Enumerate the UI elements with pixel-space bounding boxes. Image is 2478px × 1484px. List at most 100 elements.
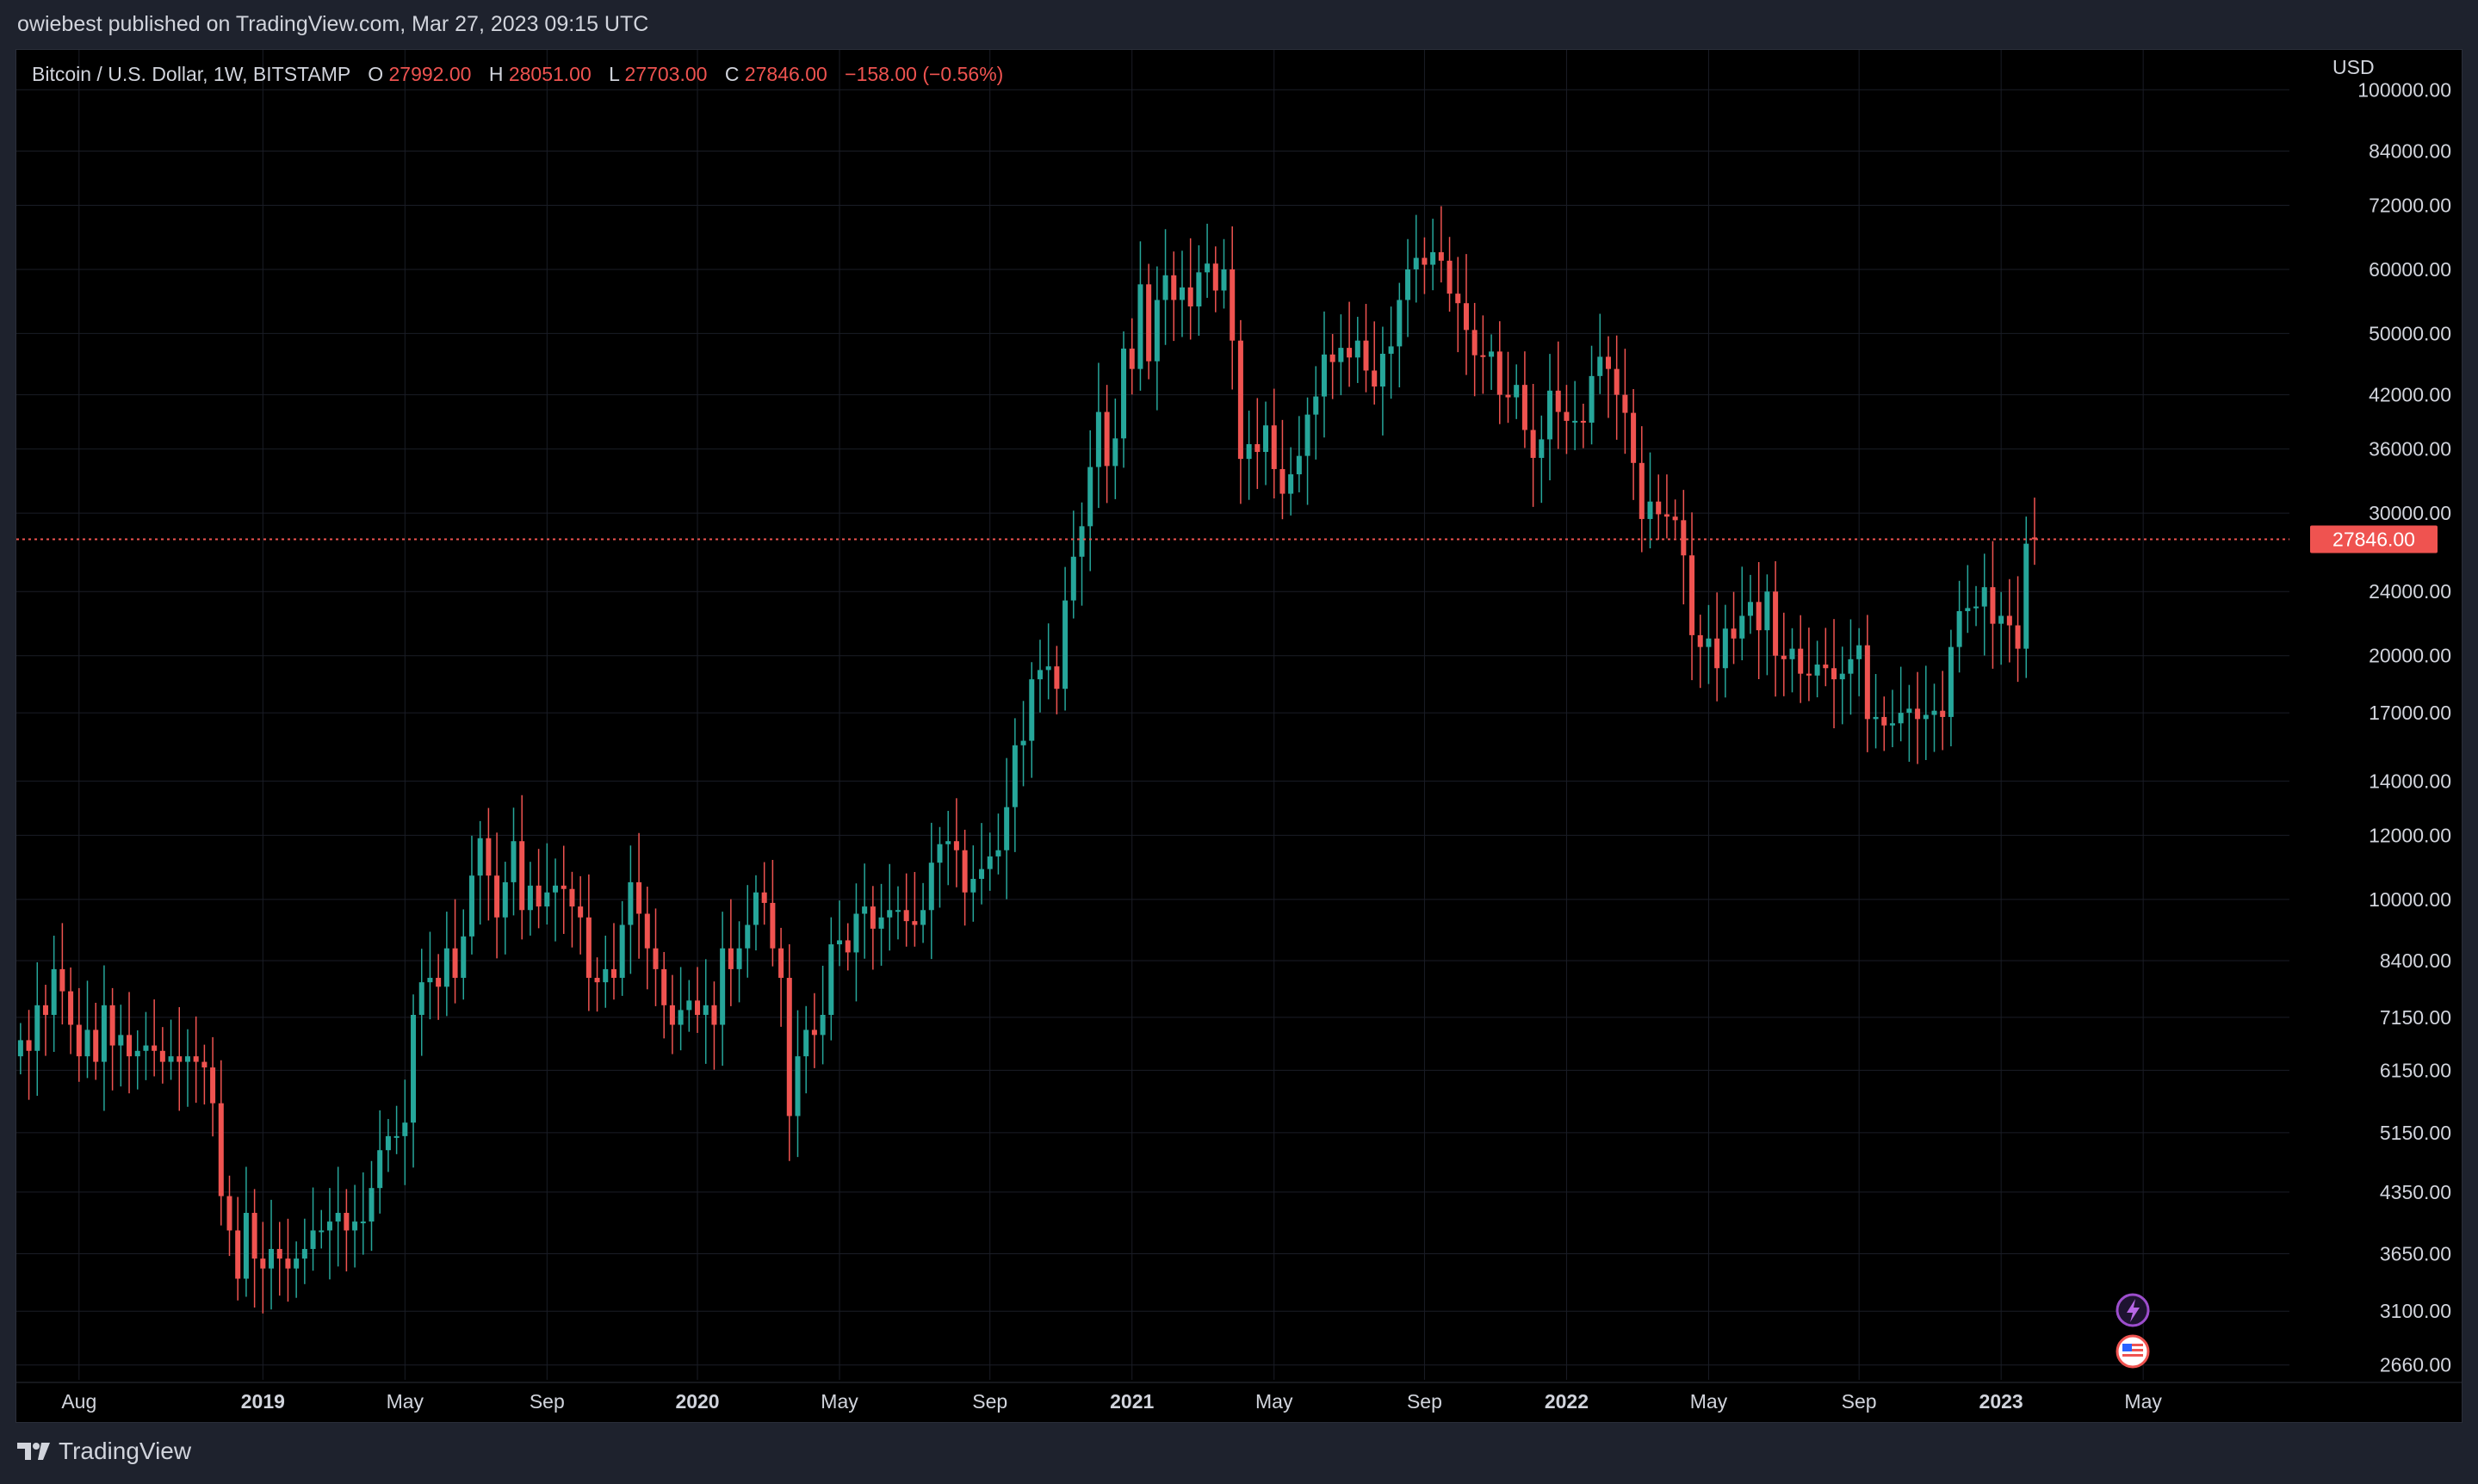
candle-body xyxy=(1171,275,1177,300)
candle xyxy=(1505,351,1511,424)
tradingview-brand[interactable]: TradingView xyxy=(17,1438,191,1465)
y-axis[interactable]: 100000.00 84000.00 72000.00 60000.00 50000.0… xyxy=(2357,78,2451,1376)
y-tick-label: 12000.00 xyxy=(2369,824,2451,846)
x-axis[interactable]: Aug 2019 May Sep 2020 May Sep 2021 May Sep 2022 May… xyxy=(16,1382,2462,1413)
chart-area[interactable]: 100000.00 84000.00 72000.00 60000.00 50000.0… xyxy=(15,49,2463,1423)
candle-body xyxy=(477,838,483,876)
candle xyxy=(1848,619,1854,715)
event-markers[interactable] xyxy=(2116,1293,2150,1369)
candle-body xyxy=(1906,708,1912,714)
candle-body xyxy=(1881,716,1887,726)
candle-body xyxy=(845,940,851,953)
candle-body xyxy=(260,1258,266,1269)
candle-body xyxy=(745,924,751,949)
candle-body xyxy=(903,910,909,922)
candle xyxy=(953,798,959,887)
candle xyxy=(109,987,115,1091)
open-label: O xyxy=(368,63,383,85)
candle-body xyxy=(1104,411,1110,467)
candle-body xyxy=(1898,713,1904,724)
candle xyxy=(1622,349,1628,454)
candle-body xyxy=(1321,354,1327,397)
candle xyxy=(1413,214,1419,303)
candle-body xyxy=(603,968,609,983)
candle xyxy=(1956,580,1962,673)
candle-body xyxy=(143,1045,149,1051)
candle xyxy=(853,883,859,1002)
candle-body xyxy=(1372,370,1378,387)
candle-body xyxy=(1054,666,1060,689)
candle xyxy=(1889,689,1895,748)
candle-body xyxy=(468,875,474,937)
candle-body xyxy=(820,1015,826,1036)
candle-body xyxy=(251,1213,257,1259)
x-tick-label: May xyxy=(821,1390,858,1413)
candle-body xyxy=(1781,655,1787,659)
footer-bar xyxy=(0,1423,2478,1484)
candle xyxy=(1095,362,1101,509)
x-tick-label: Sep xyxy=(1407,1390,1442,1413)
candle xyxy=(1580,403,1586,448)
candle-body xyxy=(1856,645,1862,659)
candle-body xyxy=(101,1005,107,1062)
candle-body xyxy=(385,1135,391,1151)
candle-body xyxy=(68,991,74,1025)
candle xyxy=(319,1209,325,1249)
candle xyxy=(1514,364,1520,419)
candle-body xyxy=(736,948,742,969)
candle-body xyxy=(335,1213,341,1222)
candlestick-chart[interactable]: 100000.00 84000.00 72000.00 60000.00 50000.0… xyxy=(16,50,2462,1422)
candle xyxy=(903,873,909,947)
candles xyxy=(17,206,2037,1314)
candle xyxy=(352,1184,358,1268)
candle-body xyxy=(201,1061,208,1068)
candle-body xyxy=(210,1067,216,1104)
candle xyxy=(159,1027,165,1084)
candle xyxy=(1379,326,1385,436)
candle-body xyxy=(84,1030,90,1057)
candle xyxy=(1714,592,1720,702)
candle-body xyxy=(42,1005,48,1016)
candle xyxy=(468,835,474,955)
candle xyxy=(1689,512,1695,681)
us-flag-icon[interactable] xyxy=(2116,1334,2150,1369)
candle xyxy=(1814,640,1820,698)
y-tick-label: 2660.00 xyxy=(2380,1354,2451,1376)
candle xyxy=(1430,219,1436,291)
x-tick-label: 2023 xyxy=(1979,1390,2023,1413)
candle xyxy=(1162,229,1168,345)
candle xyxy=(795,1010,801,1158)
candle-body xyxy=(811,1030,817,1036)
candle-body xyxy=(1455,294,1461,304)
candle-body xyxy=(1614,368,1620,395)
candle-body xyxy=(1622,394,1628,413)
candle xyxy=(1831,619,1837,729)
candle-body xyxy=(1539,439,1545,458)
candle xyxy=(1196,244,1202,337)
candle-body xyxy=(828,944,834,1016)
candle xyxy=(711,981,717,1070)
candle-body xyxy=(1205,263,1211,273)
x-tick-label: May xyxy=(2124,1390,2162,1413)
candle-body xyxy=(1672,516,1678,521)
candle-body xyxy=(1756,602,1762,631)
candle-body xyxy=(695,1000,701,1016)
candle-body xyxy=(561,885,567,889)
candle xyxy=(1154,266,1160,411)
lightning-icon[interactable] xyxy=(2116,1293,2150,1327)
candle xyxy=(1388,306,1394,399)
candle-body xyxy=(1095,411,1101,467)
candle xyxy=(945,811,951,886)
candle-body xyxy=(1931,710,1937,715)
x-tick-label: 2020 xyxy=(675,1390,719,1413)
ohlc-legend: Bitcoin / U.S. Dollar, 1W, BITSTAMP O 27… xyxy=(32,63,1003,85)
candle-body xyxy=(1121,348,1127,439)
candle xyxy=(477,820,483,925)
candle xyxy=(878,883,884,966)
candle xyxy=(443,912,449,1017)
candle-body xyxy=(1739,615,1745,639)
currency-label: USD xyxy=(2332,56,2375,78)
candle xyxy=(619,900,625,996)
candle-body xyxy=(243,1213,249,1279)
publish-header: owiebest published on TradingView.com, M… xyxy=(0,0,2478,49)
